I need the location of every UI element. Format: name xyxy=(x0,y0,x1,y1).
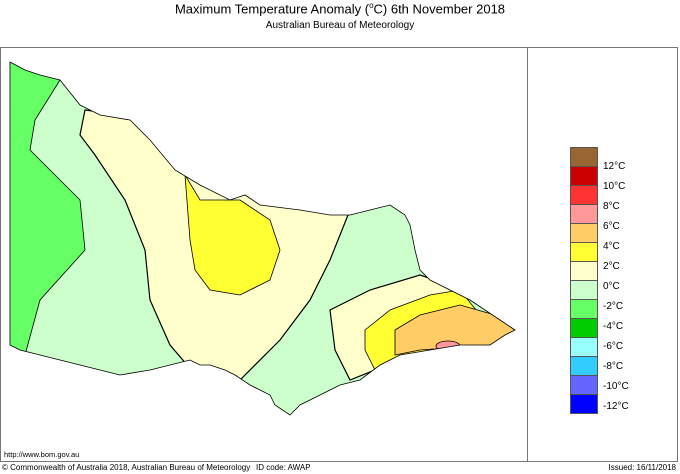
legend-swatch xyxy=(570,242,598,262)
legend-swatch xyxy=(570,356,598,376)
state-outline xyxy=(9,61,516,416)
id-code: ID code: AWAP xyxy=(256,463,311,472)
legend-swatch xyxy=(570,394,598,414)
legend-divider xyxy=(527,47,528,462)
chart-title: Maximum Temperature Anomaly (oC) 6th Nov… xyxy=(174,1,506,17)
legend-label: 6°C xyxy=(603,221,620,232)
website-url[interactable]: http://www.bom.gov.au xyxy=(4,450,80,459)
chart-subtitle: Australian Bureau of Meteorology xyxy=(265,20,415,31)
legend-swatch xyxy=(570,147,598,167)
legend-label: -6°C xyxy=(603,341,624,352)
copyright: © Commonwealth of Australia 2018, Austra… xyxy=(2,463,251,472)
legend-label: -10°C xyxy=(603,381,629,392)
legend-swatch xyxy=(570,280,598,300)
legend-label: 8°C xyxy=(603,201,620,212)
legend-label: -2°C xyxy=(603,301,624,312)
legend-swatch xyxy=(570,223,598,243)
legend-label: -12°C xyxy=(603,401,629,412)
legend-label: -8°C xyxy=(603,361,624,372)
legend-label: 4°C xyxy=(603,241,620,252)
legend-swatch xyxy=(570,375,598,395)
legend-swatch xyxy=(570,261,598,281)
victoria-anomaly-map xyxy=(9,61,516,416)
legend-label: 2°C xyxy=(603,261,620,272)
map-frame xyxy=(0,47,678,462)
legend-swatch xyxy=(570,166,598,186)
legend-label: -4°C xyxy=(603,321,624,332)
issued-date: Issued: 16/11/2018 xyxy=(608,463,676,472)
legend-label: 0°C xyxy=(603,281,620,292)
legend-swatch xyxy=(570,337,598,357)
color-legend: 12°C 10°C 8°C 6°C 4°C 2°C 0°C -2°C -4°C -6°C -8°C -… xyxy=(570,147,629,414)
legend-swatch xyxy=(570,318,598,338)
zone-2-4-central xyxy=(184,174,281,296)
legend-swatch xyxy=(570,185,598,205)
legend-swatch xyxy=(570,204,598,224)
legend-swatch xyxy=(570,299,598,319)
zone-4-6-east xyxy=(394,304,515,356)
legend-label: 10°C xyxy=(603,181,626,192)
legend-label: 12°C xyxy=(603,161,626,172)
